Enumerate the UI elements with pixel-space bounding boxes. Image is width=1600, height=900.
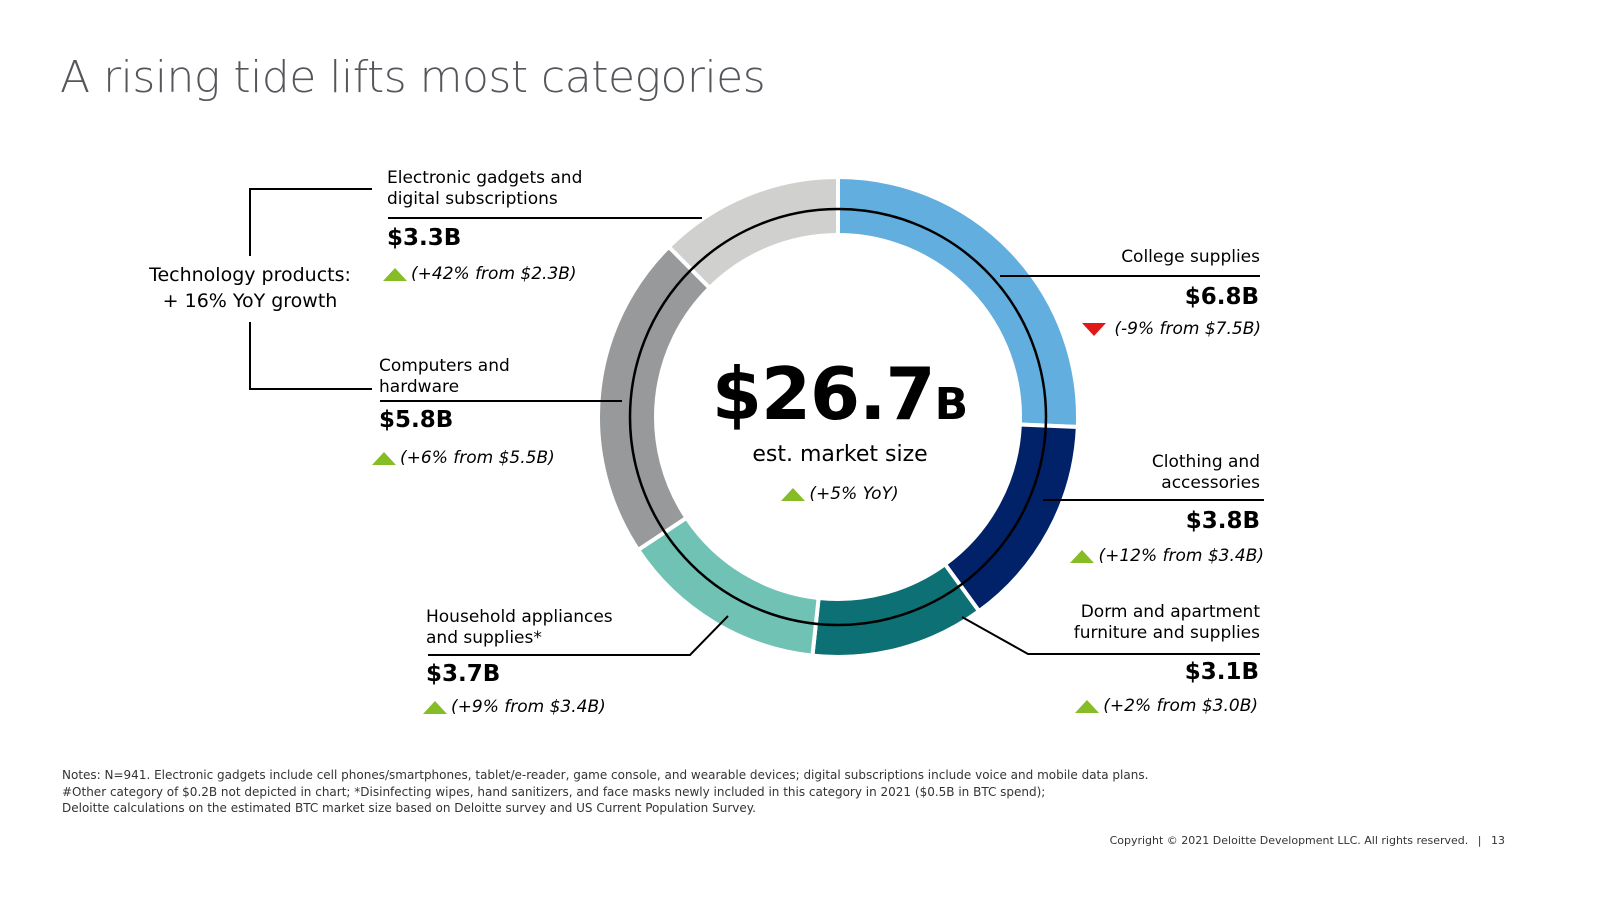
donut-segment-household-appliances-and-supplies	[635, 515, 821, 658]
total-market-change: (+5% YoY)	[640, 484, 1040, 504]
change-text: (+12% from $3.4B)	[1098, 546, 1264, 566]
up-arrow-icon	[372, 451, 396, 465]
change-text: (+9% from $3.4B)	[451, 697, 606, 717]
up-arrow-icon	[1070, 549, 1095, 563]
label-computers-hardware: Computers and hardware	[379, 356, 510, 398]
value-household-appliances: $3.7B	[426, 661, 501, 687]
change-household-appliances: (+9% from $3.4B)	[423, 697, 606, 717]
bracket-bottom	[249, 322, 372, 390]
group-label-line2: + 16% YoY growth	[162, 290, 338, 312]
total-value-number: $26.7	[711, 352, 936, 436]
value-dorm-apartment: $3.1B	[1184, 659, 1259, 685]
label-line: Clothing and	[1151, 452, 1260, 472]
up-arrow-icon	[781, 487, 806, 501]
footnote-line: Deloitte calculations on the estimated B…	[62, 801, 756, 815]
change-text: (-9% from $7.5B)	[1114, 319, 1261, 339]
value-clothing-accessories: $3.8B	[1185, 508, 1260, 534]
change-clothing-accessories: (+12% from $3.4B)	[1070, 546, 1264, 566]
change-text: (+2% from $3.0B)	[1103, 696, 1258, 716]
up-arrow-icon	[1075, 699, 1100, 713]
label-line: Electronic gadgets and	[387, 168, 583, 188]
inner-ring-line	[628, 207, 1048, 627]
change-text: (+42% from $2.3B)	[411, 264, 577, 284]
footnotes: Notes: N=941. Electronic gadgets include…	[62, 767, 1148, 817]
label-line: Dorm and apartment	[1080, 602, 1260, 622]
down-arrow-icon	[1082, 322, 1107, 336]
value-electronic-gadgets: $3.3B	[387, 225, 462, 251]
change-electronic-gadgets: (+42% from $2.3B)	[383, 264, 577, 284]
total-value-unit: B	[934, 379, 969, 430]
total-market-label: est. market size	[752, 442, 928, 467]
donut-segment-electronic-gadgets-and-digital-subscriptions	[665, 174, 840, 291]
page-footer: Copyright © 2021 Deloitte Development LL…	[1110, 834, 1505, 847]
label-line: digital subscriptions	[387, 189, 558, 209]
footer-separator: |	[1477, 834, 1482, 847]
change-computers-hardware: (+6% from $5.5B)	[372, 448, 555, 468]
leader-line-dorm	[961, 616, 1260, 655]
footnote-line: Notes: N=941. Electronic gadgets include…	[62, 768, 1149, 782]
technology-group-label: Technology products: + 16% YoY growth	[120, 262, 380, 314]
label-household-appliances: Household appliances and supplies*	[426, 607, 613, 649]
change-text: (+6% from $5.5B)	[400, 448, 555, 468]
label-line: and supplies*	[426, 628, 542, 648]
bracket-top	[249, 188, 372, 256]
label-line: hardware	[379, 377, 460, 397]
label-clothing-accessories: Clothing and accessories	[1152, 452, 1260, 494]
label-electronic-gadgets: Electronic gadgets and digital subscript…	[387, 168, 582, 210]
group-label-line1: Technology products:	[149, 264, 351, 286]
label-line: Household appliances	[426, 607, 613, 627]
leader-line-household	[428, 615, 729, 656]
label-dorm-apartment: Dorm and apartment furniture and supplie…	[1074, 602, 1260, 644]
up-arrow-icon	[423, 700, 447, 714]
change-college-supplies: (-9% from $7.5B)	[1082, 319, 1261, 339]
label-college-supplies: College supplies	[1121, 247, 1260, 267]
footnote-line: #Other category of $0.2B not depicted in…	[62, 784, 1046, 799]
total-market-value: $26.7B	[640, 352, 1040, 436]
label-line: furniture and supplies	[1073, 623, 1260, 643]
value-computers-hardware: $5.8B	[379, 407, 454, 433]
donut-segment-dorm-and-apartment-furniture-and-supplies	[810, 561, 982, 659]
label-line: accessories	[1161, 473, 1260, 493]
copyright-text: Copyright © 2021 Deloitte Development LL…	[1109, 834, 1469, 847]
label-line: Computers and	[379, 356, 510, 376]
change-dorm-apartment: (+2% from $3.0B)	[1075, 696, 1258, 716]
up-arrow-icon	[383, 267, 407, 281]
value-college-supplies: $6.8B	[1184, 284, 1259, 310]
page-title: A rising tide lifts most categories	[60, 52, 766, 103]
total-change-text: (+5% YoY)	[809, 484, 899, 504]
page-number: 13	[1491, 834, 1505, 847]
